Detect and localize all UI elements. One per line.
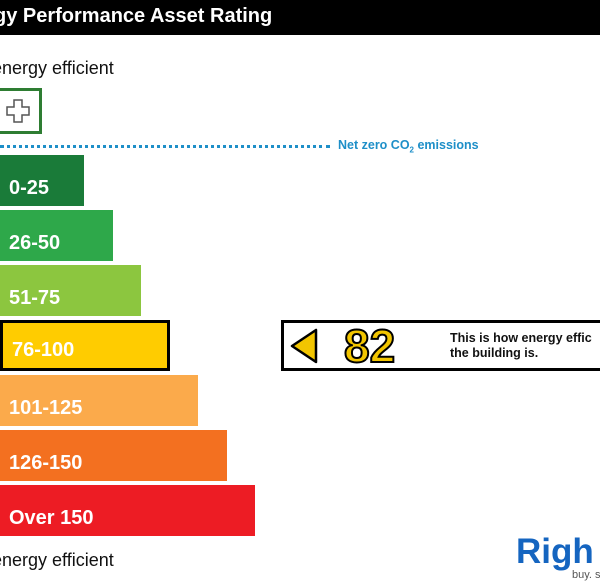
net-zero-dotted-line <box>0 145 330 148</box>
net-zero-label-tail: emissions <box>414 138 479 152</box>
rating-caption-line2: the building is. <box>450 346 539 360</box>
rating-band-label: 101-125 <box>9 397 83 419</box>
rating-band-1: 0-25 <box>0 155 84 206</box>
rating-band-7: Over 150 <box>0 485 255 536</box>
net-zero-label-main: Net zero CO <box>338 138 410 152</box>
rating-band-6: 126-150 <box>0 430 227 481</box>
rating-caption-line1: This is how energy effic <box>450 331 592 345</box>
brand-tagline: buy. s <box>572 569 600 581</box>
rating-band-label: 76-100 <box>12 339 75 361</box>
top-scale-label: energy efficient <box>0 58 114 78</box>
rating-band-3: 51-75 <box>0 265 141 316</box>
rating-value: 82 <box>343 319 396 373</box>
rating-pointer-icon <box>290 328 318 364</box>
rating-band-5: 101-125 <box>0 375 198 426</box>
rating-band-2: 26-50 <box>0 210 113 261</box>
rating-band-label: 126-150 <box>9 452 83 474</box>
bottom-scale-label: energy efficient <box>0 550 114 570</box>
rating-band-label: 51-75 <box>9 287 61 309</box>
brand-logo: Righ <box>516 532 594 571</box>
rating-caption: This is how energy effic the building is… <box>450 331 592 361</box>
chart-title: gy Performance Asset Rating <box>0 5 273 27</box>
header-bar: gy Performance Asset Rating <box>0 0 600 35</box>
current-rating-panel: 82 This is how energy effic the building… <box>281 319 600 373</box>
plus-rating-box <box>0 88 42 134</box>
net-zero-label: Net zero CO2 emissions <box>338 138 479 155</box>
plus-icon <box>6 99 30 123</box>
net-zero-label-sub: 2 <box>409 145 414 155</box>
rating-band-label: 26-50 <box>9 232 61 254</box>
rating-band-label: Over 150 <box>9 507 94 529</box>
rating-band-4: 76-100 <box>0 320 170 371</box>
rating-band-label: 0-25 <box>9 177 50 199</box>
